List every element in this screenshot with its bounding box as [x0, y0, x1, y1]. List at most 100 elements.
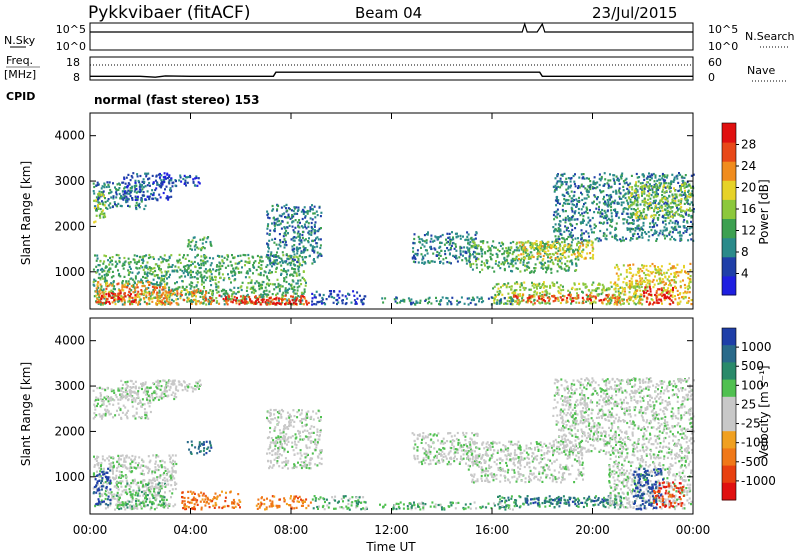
scatter-cell	[686, 195, 689, 198]
scatter-cell	[521, 242, 524, 245]
scatter-cell	[642, 174, 645, 177]
scatter-cell	[630, 213, 633, 216]
scatter-cell	[646, 177, 649, 180]
scatter-cell	[635, 187, 638, 190]
scatter-cell	[296, 252, 299, 255]
scatter-cell	[593, 226, 596, 229]
scatter-cell	[549, 253, 551, 256]
scatter-cell	[190, 302, 193, 305]
scatter-cell	[643, 192, 646, 195]
scatter-cell	[222, 293, 225, 296]
scatter-cell	[528, 253, 531, 256]
scatter-cell	[588, 289, 591, 292]
scatter-cell	[649, 178, 652, 182]
scatter-cell	[615, 214, 618, 217]
scatter-cell	[643, 271, 646, 275]
scatter-cell	[510, 269, 512, 273]
scatter-cell	[579, 214, 582, 217]
scatter-cell	[106, 298, 109, 301]
scatter-cell	[107, 183, 110, 186]
scatter-cell	[636, 227, 639, 230]
scatter-cell	[677, 225, 680, 228]
scatter-cell	[156, 283, 159, 287]
scatter-cell	[533, 248, 536, 251]
scatter-cell	[576, 244, 578, 247]
scatter-cell	[304, 279, 307, 282]
scatter-cell	[661, 177, 664, 180]
scatter-cell	[627, 286, 630, 289]
scatter-cell	[413, 233, 416, 236]
scatter-cell	[580, 185, 583, 188]
scatter-cell	[187, 273, 190, 277]
scatter-cell	[106, 199, 109, 202]
scatter-cell	[618, 292, 621, 295]
scatter-cell	[630, 227, 633, 230]
scatter-cell	[657, 193, 659, 196]
scatter-cell	[654, 214, 657, 217]
scatter-cell	[268, 233, 271, 236]
scatter-cell	[618, 299, 621, 302]
scatter-cell	[120, 295, 123, 298]
scatter-cell	[649, 197, 652, 200]
scatter-cell	[134, 179, 137, 182]
scatter-cell	[154, 288, 157, 291]
scatter-cell	[180, 290, 183, 293]
scatter-cell	[585, 243, 588, 246]
scatter-cell	[606, 228, 609, 231]
scatter-cell	[549, 256, 552, 259]
scatter-cell	[215, 283, 218, 286]
scatter-cell	[129, 179, 132, 182]
scatter-cell	[110, 296, 113, 299]
scatter-cell	[258, 288, 261, 291]
scatter-cell	[628, 284, 631, 287]
scatter-cell	[568, 266, 571, 269]
scatter-cell	[448, 253, 451, 256]
scatter-cell	[536, 291, 539, 294]
scatter-cell	[244, 264, 246, 267]
scatter-cell	[259, 301, 262, 304]
scatter-cell	[234, 299, 237, 302]
scatter-cell	[169, 294, 172, 297]
scatter-cell	[450, 244, 453, 247]
scatter-cell	[539, 255, 542, 258]
scatter-cell	[524, 287, 527, 290]
scatter-cell	[259, 303, 262, 306]
scatter-cell	[131, 278, 134, 281]
scatter-cell	[613, 282, 616, 286]
scatter-cell	[122, 262, 125, 265]
scatter-cell	[674, 189, 676, 192]
scatter-cell	[310, 225, 313, 229]
scatter-cell	[506, 251, 509, 255]
scatter-cell	[92, 190, 95, 193]
scatter-cell	[557, 199, 560, 202]
scatter-cell	[103, 182, 106, 185]
scatter-cell	[615, 192, 618, 195]
scatter-cell	[161, 181, 164, 184]
scatter-cell	[319, 246, 322, 250]
scatter-cell	[605, 238, 608, 241]
scatter-cell	[486, 241, 489, 244]
scatter-cell	[646, 273, 649, 276]
scatter-cell	[251, 301, 254, 304]
scatter-cell	[544, 302, 547, 305]
scatter-cell	[110, 292, 113, 295]
scatter-cell	[677, 274, 680, 277]
scatter-cell	[507, 262, 509, 265]
scatter-cell	[252, 272, 254, 275]
scatter-cell	[556, 270, 559, 273]
scatter-cell	[269, 258, 272, 261]
scatter-cell	[151, 267, 154, 270]
scatter-cell	[287, 269, 290, 272]
scatter-cell	[558, 238, 561, 241]
scatter-cell	[630, 194, 633, 197]
scatter-cell	[468, 259, 470, 262]
scatter-cell	[657, 188, 660, 191]
scatter-cell	[116, 183, 119, 186]
scatter-cell	[618, 296, 621, 300]
scatter-cell	[630, 222, 633, 225]
scatter-cell	[416, 252, 419, 255]
scatter-cell	[669, 202, 672, 205]
scatter-cell	[123, 283, 126, 286]
scatter-cell	[282, 291, 285, 294]
